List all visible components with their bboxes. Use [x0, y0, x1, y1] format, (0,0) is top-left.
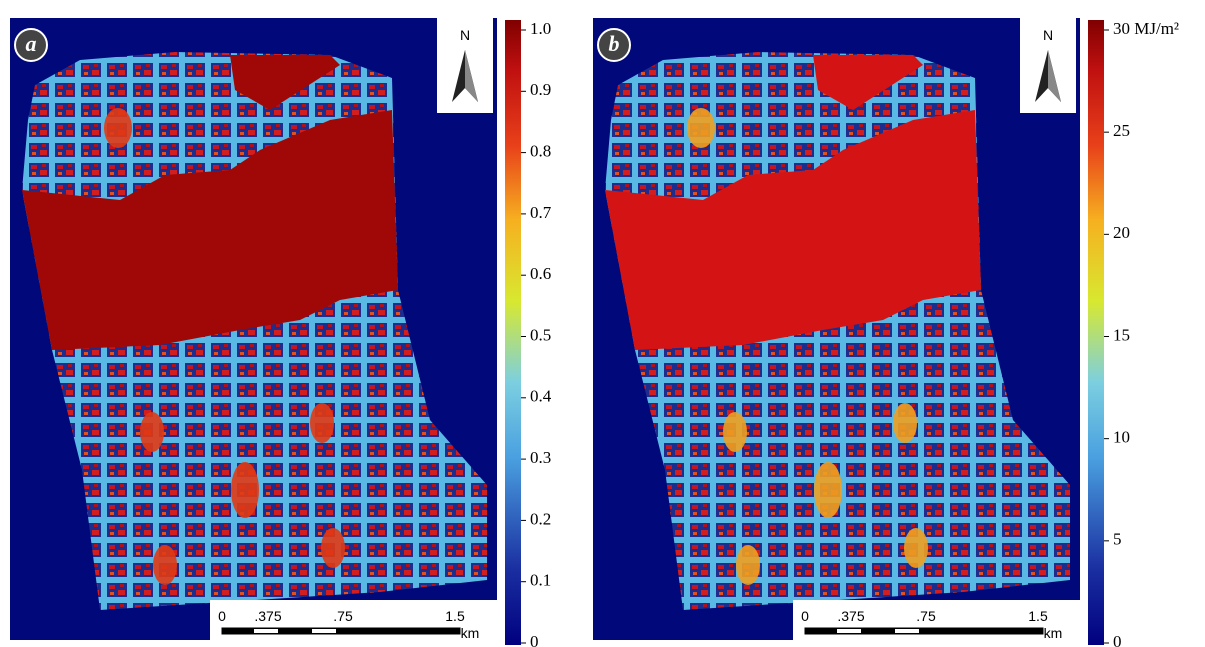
scale-bar-label: .375 — [837, 608, 864, 624]
scale-bar-label: .75 — [333, 608, 353, 624]
scale-bar-label: .75 — [916, 608, 936, 624]
scale-bar-segment — [919, 628, 1043, 634]
colorbar-label: 30 MJ/m² — [1113, 19, 1179, 38]
colorbar-label: 0.8 — [530, 142, 551, 161]
figure: Na0.375.751.5km00.10.20.30.40.50.60.70.8… — [0, 0, 1205, 647]
hot-spot — [140, 412, 164, 452]
colorbar-label: 5 — [1113, 530, 1122, 549]
colorbar-label: 0 — [530, 632, 539, 647]
map-panel: Nb 0 .375 .75 1.5km 0 5 10 15 20 25 30 MJ/m² — [593, 18, 1179, 647]
scale-bar-segment — [895, 629, 919, 633]
map-panel: Na 0 .375 .75 1.5km 0 0.1 0.2 0.3 0.4 0.5 0.6 0.7 0.8… — [10, 18, 552, 647]
colorbar-label: 0.1 — [530, 571, 551, 590]
scale-bar-label: 0 — [801, 608, 809, 624]
hot-spot — [153, 545, 177, 585]
colorbar-label: 20 — [1113, 223, 1130, 242]
colorbar-label: 1.0 — [530, 19, 551, 38]
colorbar-label: 0 — [1113, 632, 1122, 647]
colorbar-label: 0.3 — [530, 448, 551, 467]
scale-bar-unit: km — [1044, 625, 1063, 641]
colorbar-label: 0.5 — [530, 325, 551, 344]
colorbar-label: 0.6 — [530, 264, 551, 283]
scale-bar-segment — [837, 629, 861, 633]
hot-spot — [723, 412, 747, 452]
colorbar-label: 25 — [1113, 121, 1130, 140]
scale-bar-unit: km — [461, 625, 480, 641]
scale-bar-label: 1.5 — [1028, 608, 1048, 624]
panel-label: b — [609, 31, 620, 56]
colorbar-label: 15 — [1113, 325, 1130, 344]
north-label: N — [460, 27, 470, 43]
hot-spot — [904, 528, 928, 568]
colorbar-label: 0.4 — [530, 387, 552, 406]
hot-spot — [893, 403, 917, 443]
scale-bar-segment — [254, 629, 278, 633]
colorbar-label: 0.9 — [530, 80, 551, 99]
colorbar-label: 0.7 — [530, 203, 552, 222]
scale-bar-segment — [336, 628, 460, 634]
scale-bar-label: 1.5 — [445, 608, 465, 624]
north-label: N — [1043, 27, 1053, 43]
panel-label: a — [26, 31, 37, 56]
scale-bar-label: 0 — [218, 608, 226, 624]
hot-spot — [321, 528, 345, 568]
scale-bar-segment — [312, 629, 336, 633]
hot-spot — [736, 545, 760, 585]
scale-bar-label: .375 — [254, 608, 281, 624]
colorbar-label: 10 — [1113, 428, 1130, 447]
hot-spot — [231, 462, 259, 518]
colorbar — [505, 20, 521, 645]
colorbar — [1088, 20, 1104, 645]
hot-spot — [814, 462, 842, 518]
colorbar-label: 0.2 — [530, 509, 551, 528]
hot-spot — [104, 108, 132, 148]
hot-spot — [310, 403, 334, 443]
hot-spot — [687, 108, 715, 148]
